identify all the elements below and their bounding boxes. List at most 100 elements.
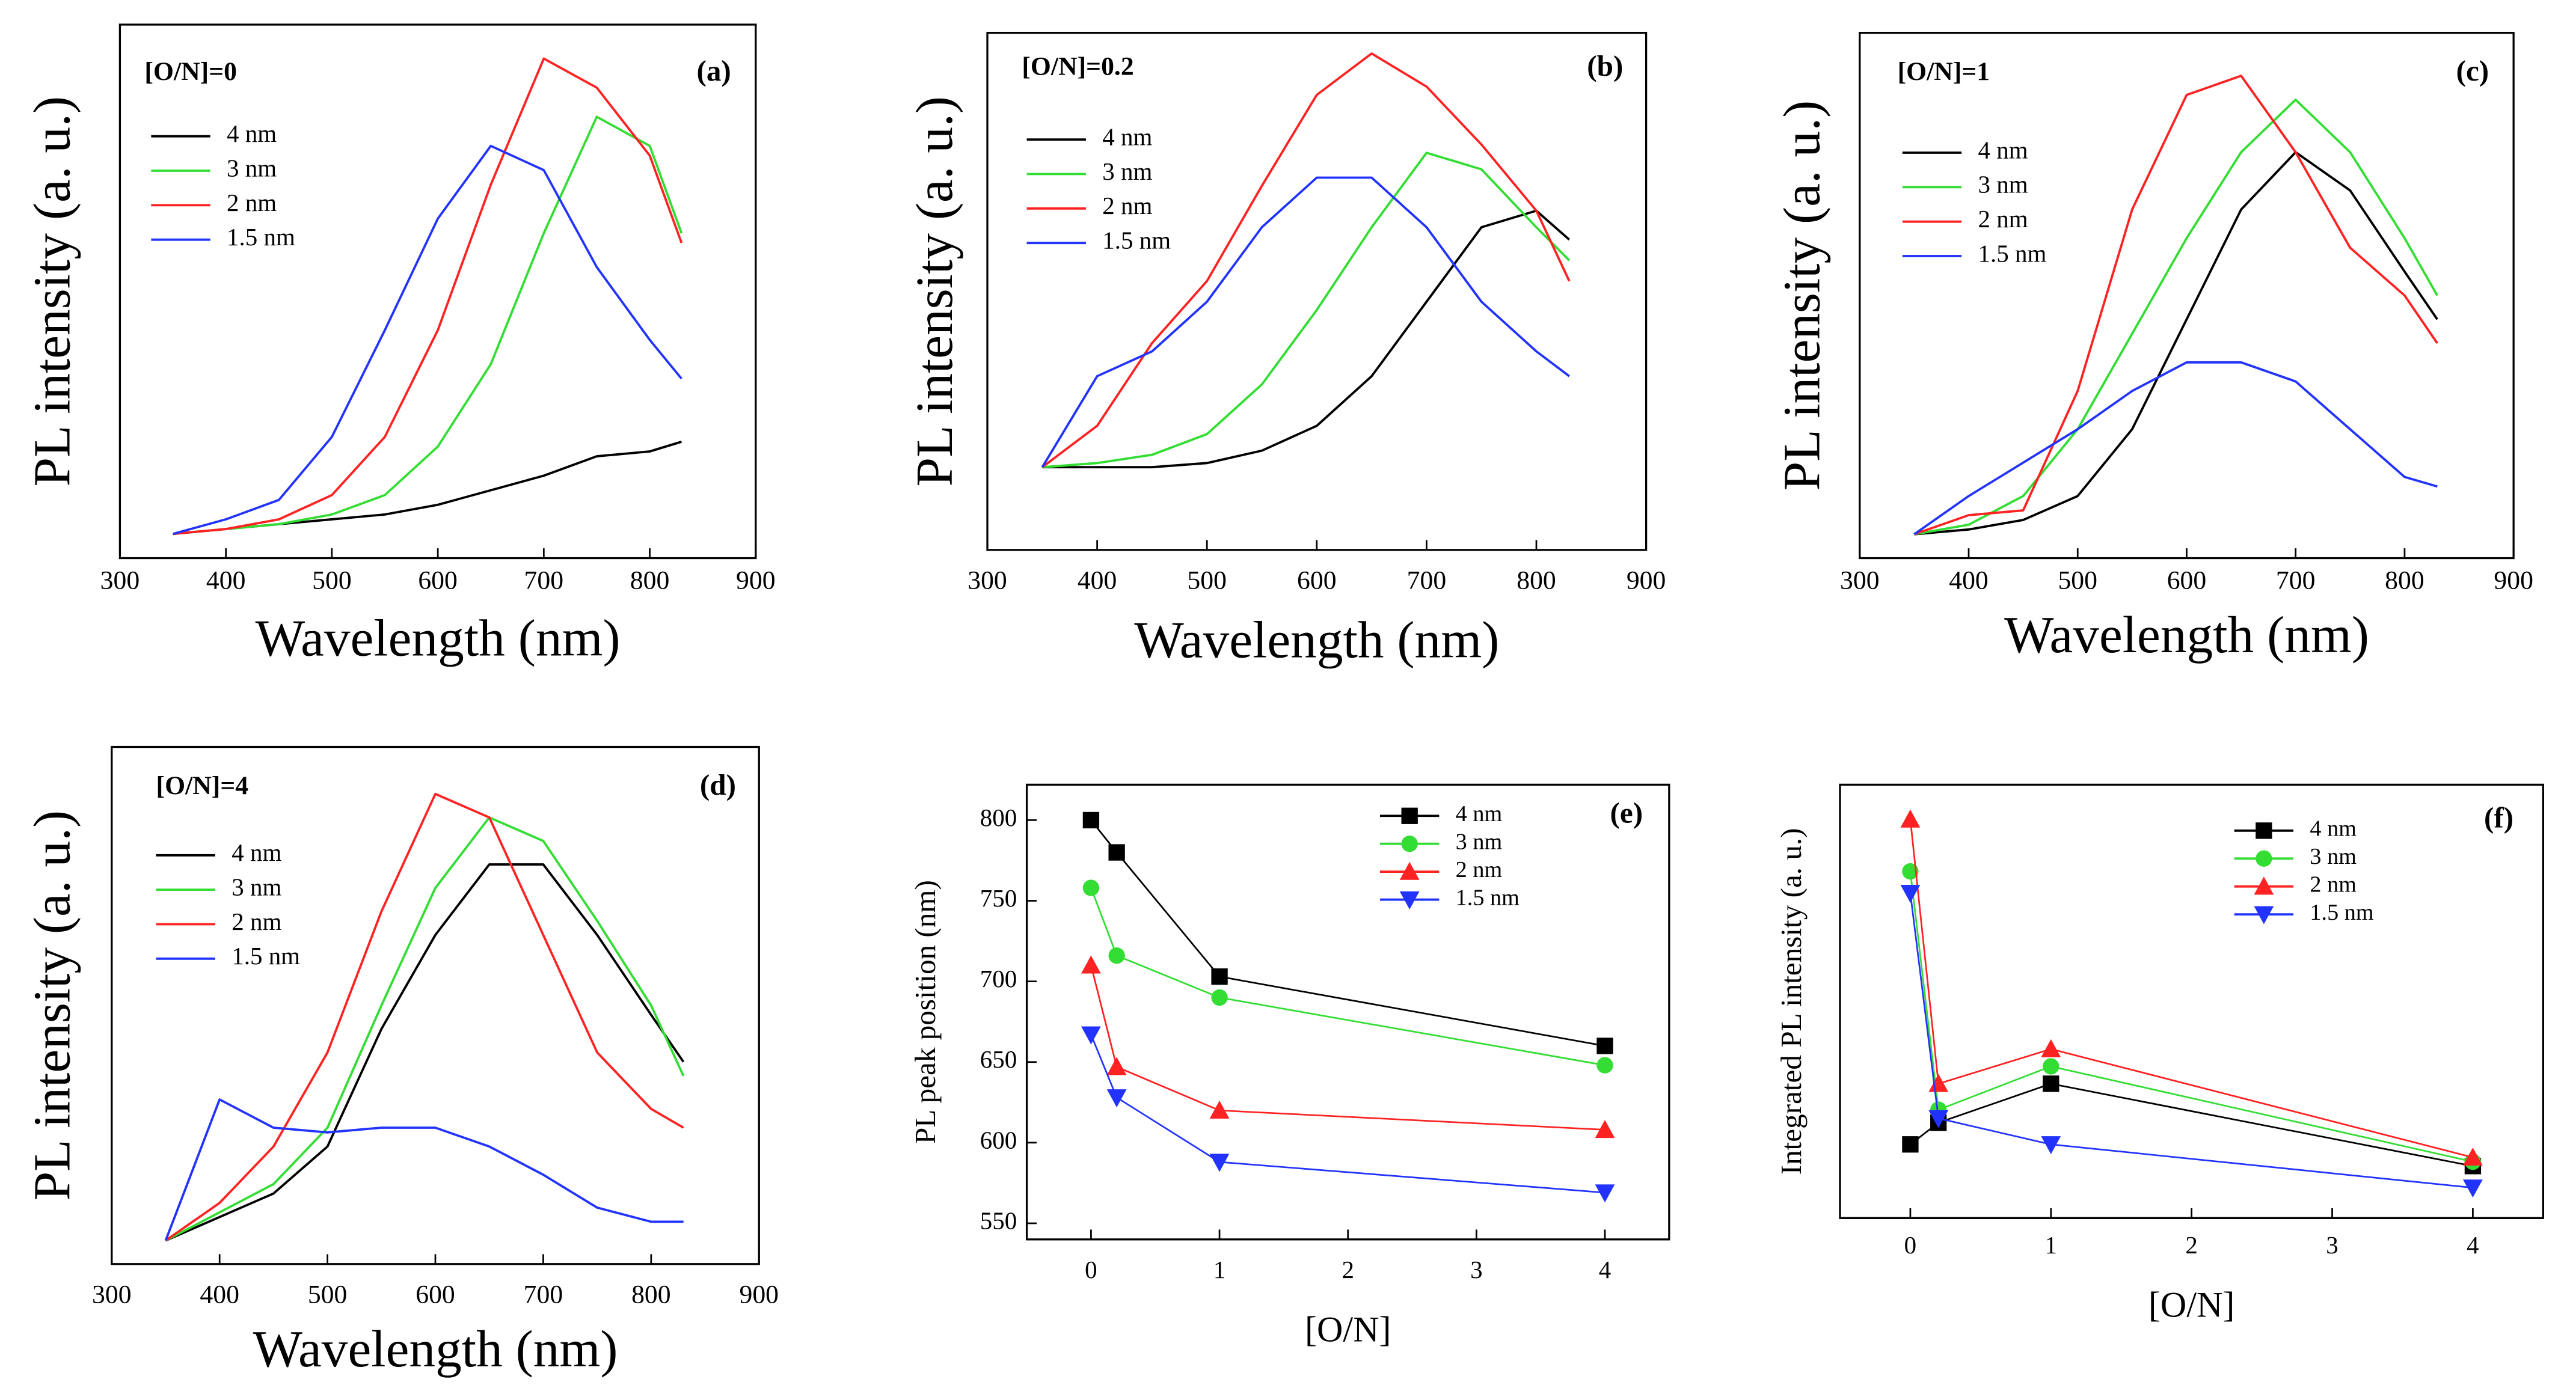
panel-label: (d) <box>700 768 736 801</box>
x-tick-label: 0 <box>1904 1231 1916 1259</box>
legend-marker <box>2256 850 2272 867</box>
plot-frame <box>111 745 760 1265</box>
legend-label: 4 nm <box>2310 816 2357 842</box>
x-tick-label: 1 <box>1213 1256 1225 1283</box>
x-tick-label: 3 <box>1470 1256 1482 1283</box>
data-point <box>1595 1184 1615 1203</box>
x-axis-title: Wavelength (nm) <box>1134 610 1499 668</box>
data-point <box>1902 1136 1919 1153</box>
data-point <box>1106 1057 1127 1075</box>
y-tick-label: 550 <box>980 1206 1017 1234</box>
plot-frame <box>118 23 757 560</box>
x-tick-label: 500 <box>2058 566 2097 595</box>
y-tick-label: 800 <box>980 804 1017 831</box>
legend-label: 2 nm <box>232 908 281 935</box>
legend-marker <box>1401 836 1418 852</box>
x-tick-label: 900 <box>736 566 776 595</box>
data-point <box>2041 1039 2061 1057</box>
series-line <box>1914 98 2438 536</box>
data-point <box>1900 884 1921 903</box>
legend-marker <box>1399 891 1420 909</box>
data-point <box>2043 1075 2059 1092</box>
plot-frame <box>986 31 1648 551</box>
x-tick-label: 800 <box>631 1280 671 1309</box>
data-point <box>1106 1089 1127 1108</box>
data-point <box>2463 1179 2483 1198</box>
series-line <box>173 115 683 536</box>
x-axis-title: [O/N] <box>2148 1284 2235 1324</box>
series-line <box>165 863 685 1242</box>
data-point <box>2041 1136 2061 1155</box>
x-axis-title: Wavelength (nm) <box>2004 605 2369 664</box>
data-point <box>1902 863 1919 880</box>
series-line <box>164 1098 684 1241</box>
x-axis-title: Wavelength (nm) <box>253 1319 618 1378</box>
legend-label: 3 nm <box>2310 844 2357 869</box>
legend-label: 1.5 nm <box>1102 227 1171 254</box>
series-line <box>1909 893 2473 1189</box>
x-tick-label: 800 <box>1516 566 1556 595</box>
series-line <box>1090 819 1605 1047</box>
legend-marker <box>1401 807 1418 824</box>
series-line <box>1913 75 2438 536</box>
data-point <box>1209 1100 1230 1119</box>
y-axis-title: PL intensity (a. u.) <box>905 96 963 487</box>
series-line <box>1909 819 2473 1158</box>
x-tick-label: 400 <box>1949 566 1989 595</box>
series-line <box>1041 176 1570 468</box>
series-line <box>1913 361 2438 536</box>
data-point <box>1596 1057 1613 1074</box>
x-tick-label: 0 <box>1085 1256 1097 1283</box>
legend-label: 4 nm <box>232 839 281 866</box>
panel-label: (b) <box>1587 49 1623 82</box>
legend-label: 4 nm <box>1102 123 1152 151</box>
x-tick-label: 400 <box>200 1280 239 1309</box>
x-tick-label: 600 <box>2167 566 2207 595</box>
data-point <box>1928 1110 1949 1128</box>
data-point <box>1082 812 1100 829</box>
data-point <box>1928 1074 1949 1092</box>
series-line <box>1090 887 1605 1066</box>
y-axis-title: Integrated PL intensity (a. u.) <box>1774 828 1808 1175</box>
series-line <box>173 144 682 536</box>
x-tick-label: 300 <box>968 566 1007 595</box>
data-point <box>2043 1058 2059 1075</box>
x-tick-label: 900 <box>739 1280 779 1309</box>
data-point <box>1900 809 1921 828</box>
x-tick-label: 300 <box>92 1280 132 1309</box>
x-tick-label: 900 <box>2494 566 2533 595</box>
panel-label: (a) <box>696 54 731 87</box>
x-tick-label: 800 <box>630 566 670 595</box>
annotation: [O/N]=4 <box>156 771 249 800</box>
legend-label: 4 nm <box>227 120 277 147</box>
x-tick-label: 1 <box>2045 1231 2057 1259</box>
legend-marker <box>1399 861 1420 880</box>
x-tick-label: 400 <box>206 566 246 595</box>
series-line <box>1041 52 1571 468</box>
legend-label: 1.5 nm <box>227 223 295 251</box>
x-tick-label: 400 <box>1078 566 1117 595</box>
x-tick-label: 600 <box>418 566 458 595</box>
legend-label: 1.5 nm <box>1456 885 1520 910</box>
data-point <box>2463 1148 2483 1166</box>
series-line <box>165 792 684 1242</box>
data-point <box>1211 989 1228 1006</box>
annotation: [O/N]=0 <box>144 57 237 86</box>
x-tick-label: 300 <box>100 566 140 595</box>
legend-label: 2 nm <box>1456 857 1503 882</box>
legend-label: 1.5 nm <box>232 942 300 970</box>
series-line <box>165 816 685 1242</box>
legend-marker <box>2256 822 2272 839</box>
data-point <box>1108 844 1125 861</box>
legend-label: 2 nm <box>1102 192 1152 219</box>
y-tick-label: 750 <box>980 884 1017 912</box>
y-tick-label: 650 <box>980 1045 1017 1073</box>
x-tick-label: 700 <box>524 566 564 595</box>
series-line <box>173 57 683 536</box>
y-tick-label: 700 <box>980 965 1017 992</box>
panel-label: (f) <box>2484 801 2513 834</box>
x-tick-label: 4 <box>2467 1231 2479 1259</box>
x-tick-label: 900 <box>1627 566 1666 595</box>
legend-label: 3 nm <box>1102 157 1152 185</box>
